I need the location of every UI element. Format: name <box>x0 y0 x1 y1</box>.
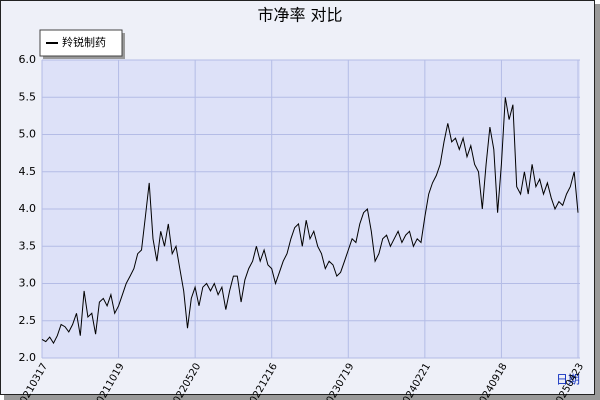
line-series <box>41 97 579 345</box>
y-tick-label: 2.0 <box>19 351 37 364</box>
y-tick-label: 5.0 <box>19 128 37 141</box>
y-tick-label: 4.0 <box>19 202 37 215</box>
y-tick-label: 4.5 <box>19 165 37 178</box>
frame-shadow <box>4 395 600 400</box>
chart-title: 市净率 对比 <box>257 6 342 25</box>
y-tick-label: 6.0 <box>19 53 37 66</box>
legend-label: 羚锐制药 <box>62 35 106 49</box>
y-tick-label: 3.5 <box>19 239 37 252</box>
y-tick-label: 5.5 <box>19 90 37 103</box>
x-axis-label: 日期 <box>556 373 580 387</box>
y-tick-label: 2.5 <box>19 314 37 327</box>
y-tick-label: 3.0 <box>19 277 37 290</box>
frame-shadow <box>595 4 600 400</box>
